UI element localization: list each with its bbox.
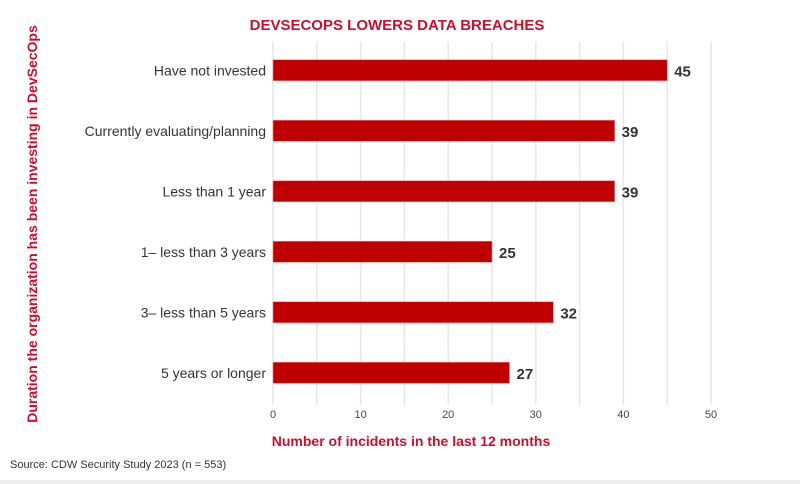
bar (272, 240, 493, 263)
bars: Have not invested 45 Currently evaluating/… (85, 59, 691, 384)
x-tick-label: 10 (354, 409, 366, 421)
bottom-strip (0, 480, 800, 484)
data-label: 45 (674, 63, 691, 80)
bar (272, 119, 615, 142)
data-label: 25 (499, 245, 516, 262)
x-axis-title: Number of incidents in the last 12 month… (272, 433, 551, 449)
bar (272, 180, 615, 203)
y-axis-title: Duration the organization has been inves… (24, 25, 40, 423)
x-tick-label: 0 (270, 409, 276, 421)
chart-title: DEVSECOPS LOWERS DATA BREACHES (250, 17, 545, 34)
gridlines (272, 42, 712, 405)
x-tick-label: 40 (617, 409, 629, 421)
data-label: 32 (560, 305, 577, 322)
bar (272, 361, 510, 384)
category-label: 1– less than 3 years (141, 244, 266, 260)
x-tick-label: 50 (705, 409, 717, 421)
bar (272, 59, 668, 82)
category-label: Less than 1 year (162, 183, 266, 199)
bar (272, 301, 554, 324)
category-label: Have not invested (154, 62, 266, 78)
x-ticks: 0 10 20 30 40 50 (270, 409, 717, 421)
data-label: 39 (622, 124, 639, 141)
category-label: Currently evaluating/planning (85, 123, 266, 139)
category-label: 3– less than 5 years (141, 304, 266, 320)
category-label: 5 years or longer (161, 365, 266, 381)
data-label: 39 (622, 184, 639, 201)
source-note: Source: CDW Security Study 2023 (n = 553… (10, 459, 226, 471)
x-tick-label: 20 (442, 409, 454, 421)
x-tick-label: 30 (530, 409, 542, 421)
data-label: 27 (517, 366, 534, 383)
